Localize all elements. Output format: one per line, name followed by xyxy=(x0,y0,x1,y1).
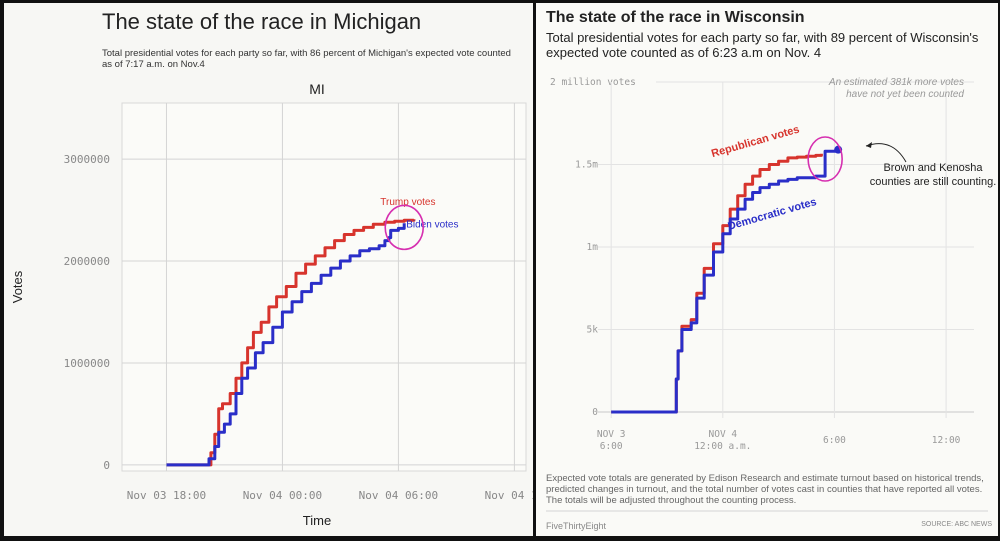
wi-x-tick-label: 6:00 xyxy=(823,435,846,446)
mi-x-axis-label: Time xyxy=(303,513,331,528)
brand-label: FiveThirtyEight xyxy=(546,521,607,531)
wi-highlight-circle xyxy=(807,136,843,182)
wi-republican-label: Republican votes xyxy=(710,123,801,160)
wi-callout-text: Brown and Kenosha xyxy=(883,162,983,174)
wi-callout-text: counties are still counting. xyxy=(870,176,997,188)
wi-democratic-label: Democratic votes xyxy=(726,196,817,233)
wisconsin-chart-panel: The state of the race in Wisconsin Total… xyxy=(536,3,998,536)
mi-biden-annotation: Biden votes xyxy=(406,219,458,230)
mi-y-tick-label: 0 xyxy=(103,459,110,472)
wi-x-tick-label: 12:00 a.m. xyxy=(694,441,751,452)
mi-x-tick-label: Nov 03 18:00 xyxy=(127,489,206,502)
wi-x-tick-label: NOV 3 xyxy=(597,429,626,440)
wi-top-axis-label: 2 million votes xyxy=(550,77,636,88)
wi-y-tick-label: 1m xyxy=(587,242,599,253)
mi-trump-annotation: Trump votes xyxy=(380,197,435,208)
mi-trump-series-line xyxy=(166,218,416,467)
michigan-chart-subtitle: Total presidential votes for each party … xyxy=(102,48,511,70)
michigan-chart-panel: The state of the race in Michigan Total … xyxy=(4,3,533,536)
mi-plot-area xyxy=(121,102,527,472)
mi-y-tick-label: 2000000 xyxy=(64,255,110,268)
wi-x-tick-label: NOV 4 xyxy=(709,429,738,440)
wi-callout-arrowhead xyxy=(866,142,872,148)
mi-y-tick-label: 3000000 xyxy=(64,153,110,166)
wi-y-tick-label: 1.5m xyxy=(575,160,598,171)
mi-biden-series-line xyxy=(166,223,406,467)
wi-republican-series-line xyxy=(611,153,823,414)
wi-x-tick-label: 12:00 xyxy=(932,435,961,446)
mi-y-axis-label: Votes xyxy=(10,270,25,303)
wi-democratic-series-line xyxy=(611,149,840,414)
wi-x-tick-label: 6:00 xyxy=(600,441,623,452)
mi-x-tick-label: Nov 04 06:00 xyxy=(359,489,438,502)
michigan-line-chart: Nov 03 18:00 Nov 04 00:00 Nov 04 06:00 Nov … xyxy=(10,81,533,528)
wisconsin-footnote: Expected vote totals are generated by Ed… xyxy=(546,473,984,506)
wi-estimate-note: have not yet been counted xyxy=(846,89,964,100)
wi-estimate-note: An estimated 381k more votes xyxy=(828,77,964,88)
mi-panel-label: MI xyxy=(309,81,325,97)
wi-callout-arrow xyxy=(865,143,907,163)
wi-y-tick-label: 5k xyxy=(587,325,599,336)
michigan-chart-title: The state of the race in Michigan xyxy=(102,9,422,34)
wisconsin-chart-title: The state of the race in Wisconsin xyxy=(546,9,805,26)
wisconsin-chart-subtitle: Total presidential votes for each party … xyxy=(546,30,979,60)
source-label: SOURCE: ABC NEWS xyxy=(921,521,992,528)
mi-x-tick-label: Nov 04 12 xyxy=(485,489,533,502)
wi-y-tick-label: 0 xyxy=(592,407,598,418)
mi-y-tick-label: 1000000 xyxy=(64,357,110,370)
mi-highlight-circle xyxy=(384,204,425,251)
mi-x-tick-label: Nov 04 00:00 xyxy=(243,489,322,502)
